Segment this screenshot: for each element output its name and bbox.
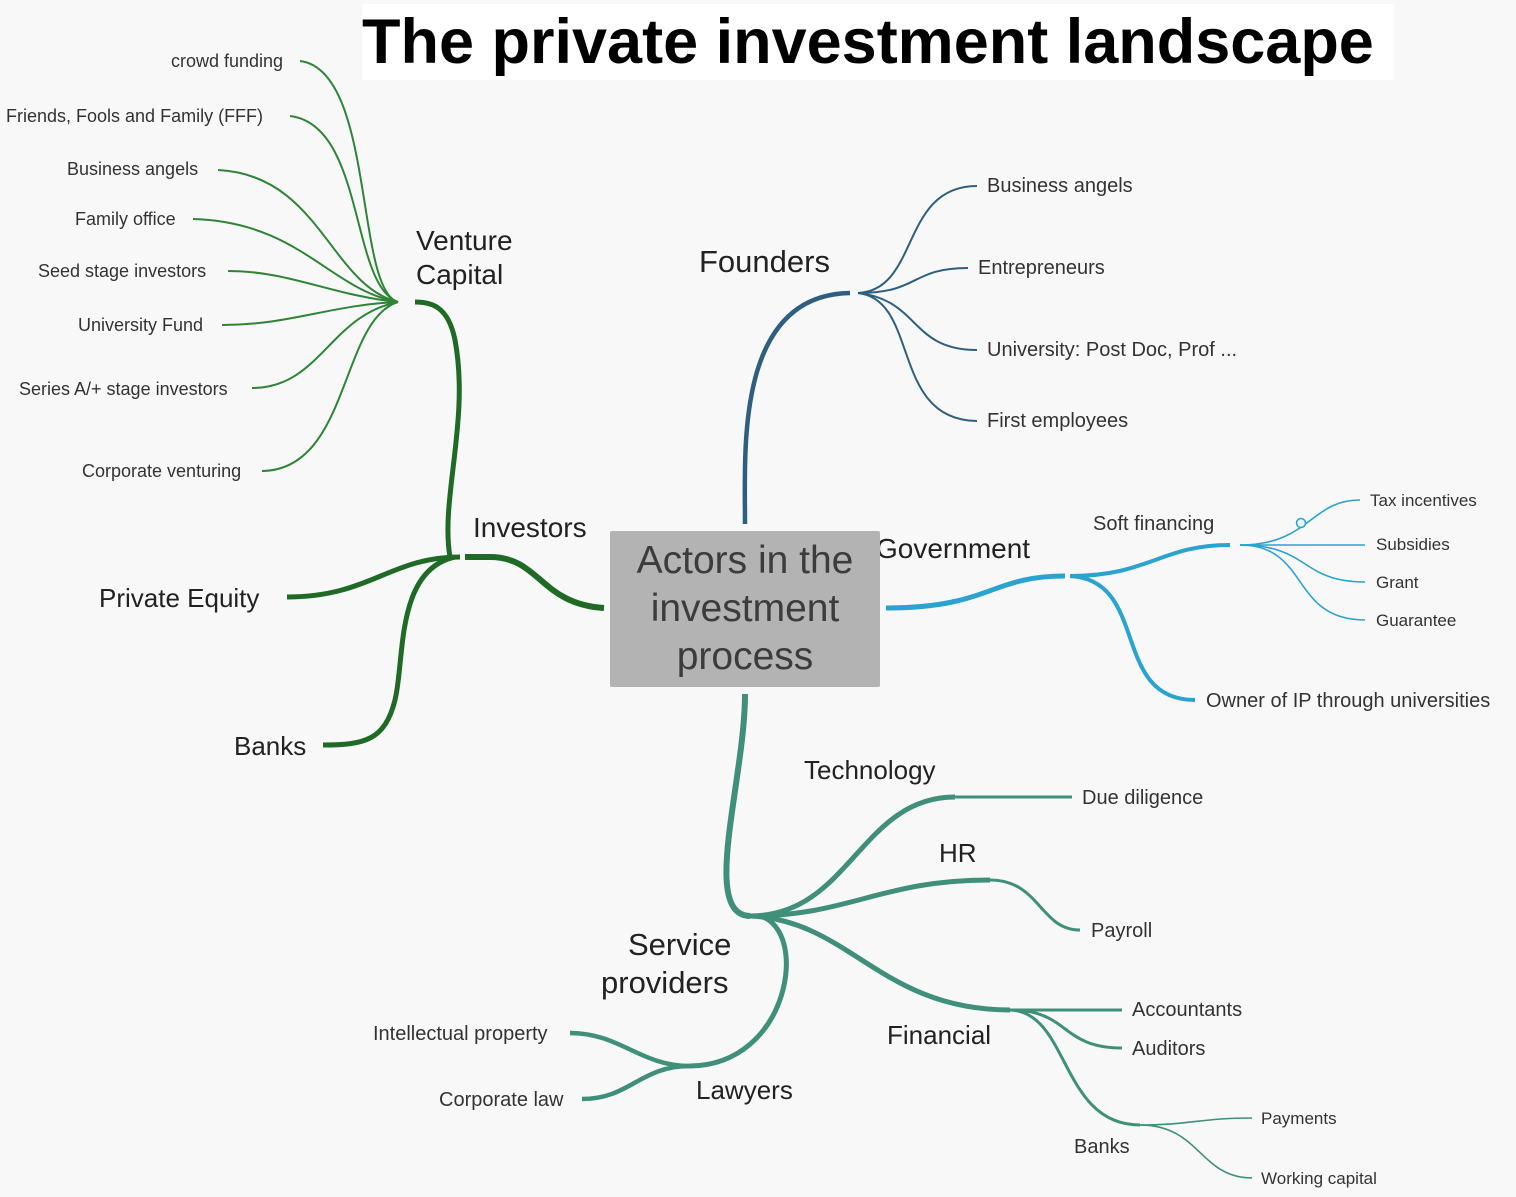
node-founders-first-employees[interactable]: First employees: [987, 410, 1128, 432]
node-tax-incentives[interactable]: Tax incentives: [1370, 491, 1477, 510]
node-payroll[interactable]: Payroll: [1091, 920, 1152, 942]
edge-vc-university-fund: [221, 301, 399, 326]
node-vc-seed-stage[interactable]: Seed stage investors: [38, 261, 206, 281]
node-soft-financing[interactable]: Soft financing: [1093, 513, 1214, 535]
edge-center-founders: [742, 290, 851, 525]
edge-banks-payments: [1139, 1117, 1253, 1126]
edge-investors-venture-capital: [414, 299, 462, 558]
node-grant[interactable]: Grant: [1376, 573, 1419, 592]
edge-hr-payroll: [989, 878, 1081, 932]
edge-founders-first-employees: [857, 292, 978, 422]
edge-center-government: [885, 573, 1066, 611]
edge-vc-fff: [289, 115, 399, 303]
node-private-equity[interactable]: Private Equity: [99, 583, 259, 613]
edge-founders-university: [857, 292, 978, 351]
node-banks-financial[interactable]: Banks: [1074, 1136, 1130, 1158]
node-working-capital[interactable]: Working capital: [1261, 1169, 1377, 1188]
node-vc-university-fund[interactable]: University Fund: [78, 315, 203, 335]
node-founders-business-angels[interactable]: Business angels: [987, 175, 1133, 197]
collapse-toggle-icon[interactable]: [1295, 517, 1307, 529]
edge-vc-family-office: [192, 218, 399, 303]
node-vc-business-angels[interactable]: Business angels: [67, 159, 198, 179]
edge-soft-tax-incentives: [1239, 499, 1361, 546]
node-service-providers-line2: providers: [601, 965, 729, 1000]
edge-financial-banks: [1009, 1008, 1141, 1127]
node-subsidies[interactable]: Subsidies: [1376, 535, 1450, 554]
node-intellectual-property[interactable]: Intellectual property: [373, 1023, 548, 1045]
node-due-diligence[interactable]: Due diligence: [1082, 787, 1203, 809]
node-government[interactable]: Government: [876, 533, 1030, 564]
node-corporate-law[interactable]: Corporate law: [439, 1089, 564, 1111]
node-venture-capital-line2: Capital: [416, 259, 503, 290]
edge-lawyers-intellectual-property: [569, 1030, 691, 1069]
node-lawyers[interactable]: Lawyers: [696, 1075, 793, 1105]
node-vc-crowd-funding[interactable]: crowd funding: [171, 51, 283, 71]
page-title: The private investment landscape: [362, 4, 1394, 80]
edge-lawyers-corporate-law: [581, 1063, 691, 1102]
center-node[interactable]: Actors in the investment process: [610, 531, 880, 687]
node-payments[interactable]: Payments: [1261, 1109, 1337, 1128]
edge-investors-banks: [322, 554, 456, 748]
node-vc-family-office[interactable]: Family office: [75, 209, 176, 229]
edge-founders-business-angels: [857, 185, 978, 294]
edge-center-investors: [465, 554, 605, 611]
node-vc-corporate-venturing[interactable]: Corporate venturing: [82, 461, 241, 481]
edge-banks-working-capital: [1139, 1124, 1253, 1179]
edge-soft-grant: [1239, 544, 1366, 583]
node-hr[interactable]: HR: [939, 838, 977, 868]
edge-service-lawyers: [689, 913, 789, 1069]
node-founders[interactable]: Founders: [699, 244, 830, 279]
edge-vc-corporate-venturing: [261, 301, 399, 472]
edge-soft-guarantee: [1239, 544, 1366, 621]
edge-investors-private-equity: [286, 554, 461, 600]
node-service-providers-line1: Service: [628, 927, 731, 962]
node-venture-capital[interactable]: Venture Capital: [416, 225, 520, 290]
edge-vc-crowd-funding: [299, 60, 399, 303]
edge-founders-entrepreneurs: [857, 267, 969, 294]
node-vc-series-a[interactable]: Series A/+ stage investors: [19, 379, 228, 399]
node-accountants[interactable]: Accountants: [1132, 999, 1242, 1021]
edge-government-soft-financing: [1069, 543, 1231, 578]
node-banks-investors[interactable]: Banks: [234, 731, 306, 761]
node-guarantee[interactable]: Guarantee: [1376, 611, 1456, 630]
node-venture-capital-line1: Venture: [416, 225, 513, 256]
node-technology[interactable]: Technology: [804, 755, 936, 785]
node-investors[interactable]: Investors: [473, 512, 587, 543]
edge-government-owner-ip: [1069, 574, 1196, 702]
edge-vc-series-a: [251, 301, 399, 389]
edge-service-financial: [749, 913, 1011, 1013]
node-service-providers[interactable]: Service providers: [601, 927, 740, 1000]
edge-service-hr: [749, 877, 991, 919]
edge-service-technology: [749, 794, 956, 919]
node-owner-ip[interactable]: Owner of IP through universities: [1206, 690, 1490, 712]
node-auditors[interactable]: Auditors: [1132, 1038, 1205, 1060]
edge-center-service-providers: [723, 693, 751, 919]
node-financial[interactable]: Financial: [887, 1020, 991, 1050]
edge-vc-seed-stage: [227, 270, 399, 303]
node-founders-university[interactable]: University: Post Doc, Prof ...: [987, 339, 1237, 361]
edge-financial-auditors: [1009, 1008, 1123, 1050]
edge-vc-business-angels: [217, 169, 399, 303]
node-vc-fff[interactable]: Friends, Fools and Family (FFF): [6, 106, 263, 126]
node-founders-entrepreneurs[interactable]: Entrepreneurs: [978, 257, 1105, 279]
